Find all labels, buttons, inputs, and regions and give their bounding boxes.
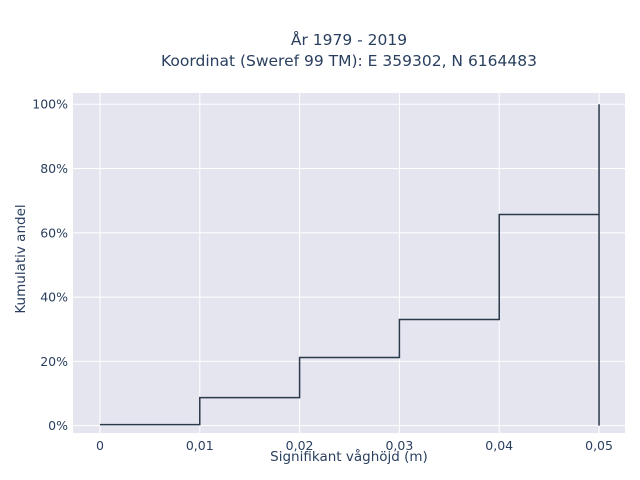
series-layer xyxy=(99,104,600,426)
y-tick-label: 100% xyxy=(32,97,68,112)
x-tick-label: 0,04 xyxy=(485,438,513,453)
x-tick-label: 0,03 xyxy=(385,438,413,453)
y-tick-label: 0% xyxy=(48,418,68,433)
y-axis-title: Kumulativ andel xyxy=(13,204,29,313)
y-tick-label: 60% xyxy=(40,225,68,240)
x-tick-label: 0 xyxy=(96,438,104,453)
x-tick-label: 0,05 xyxy=(585,438,613,453)
chart-title-line1: År 1979 - 2019 xyxy=(291,30,407,49)
y-tick-label: 20% xyxy=(40,354,68,369)
chart-title-line2: Koordinat (Sweref 99 TM): E 359302, N 61… xyxy=(161,52,537,70)
x-tick-label: 0,02 xyxy=(286,438,314,453)
grid-lines xyxy=(73,93,625,433)
y-tick-label: 80% xyxy=(40,161,68,176)
x-axis-title: Signifikant våghöjd (m) xyxy=(270,448,428,465)
plot-area xyxy=(73,93,625,433)
x-tick-label: 0,01 xyxy=(186,438,214,453)
y-tick-label: 40% xyxy=(40,290,68,305)
series-line xyxy=(99,104,600,426)
tick-labels: 0 0,01 0,02 0,03 0,04 0,05 0% 20% 40% 60% 80% 100% xyxy=(32,97,613,453)
